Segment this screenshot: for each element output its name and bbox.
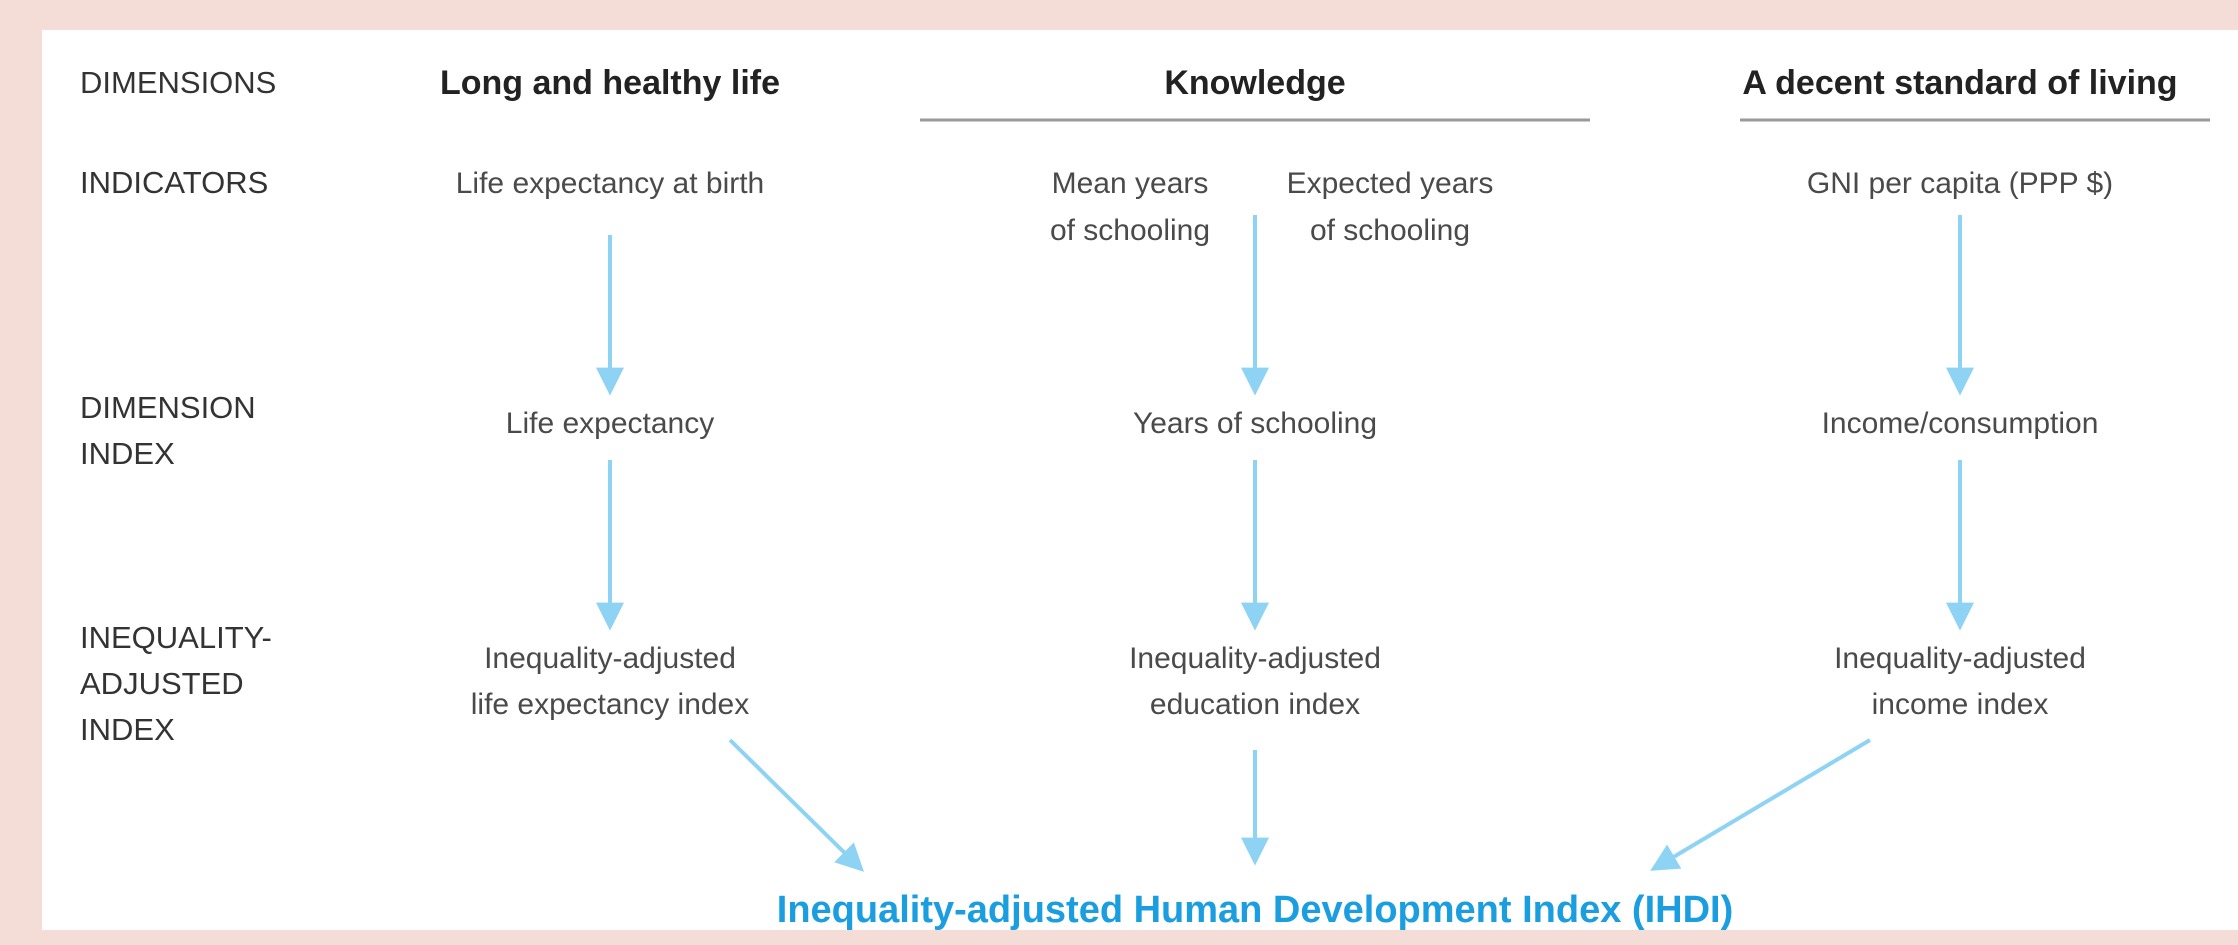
panel bbox=[42, 30, 2238, 930]
indicator: Life expectancy at birth bbox=[456, 167, 765, 200]
adjusted-index: income index bbox=[1872, 688, 2049, 721]
dimension-index: Income/consumption bbox=[1822, 407, 2099, 440]
adjusted-index: Inequality-adjusted bbox=[484, 642, 736, 675]
arrows bbox=[596, 215, 1974, 872]
row-label: INEQUALITY- bbox=[80, 620, 272, 655]
adjusted-index: education index bbox=[1150, 688, 1360, 721]
indicator: Mean years bbox=[1052, 167, 1209, 200]
row-label: ADJUSTED bbox=[80, 666, 244, 701]
indicator: GNI per capita (PPP $) bbox=[1807, 167, 2113, 200]
result-title: Inequality-adjusted Human Development In… bbox=[777, 889, 1733, 931]
row-label: DIMENSIONS bbox=[80, 65, 276, 100]
row-label: INDEX bbox=[80, 712, 175, 747]
column-header: Knowledge bbox=[1164, 64, 1345, 102]
indicator: of schooling bbox=[1310, 214, 1470, 247]
column-header: A decent standard of living bbox=[1742, 64, 2177, 102]
column-header: Long and healthy life bbox=[440, 64, 780, 102]
arrow bbox=[728, 738, 864, 872]
dimension-index: Life expectancy bbox=[506, 407, 714, 440]
arrow bbox=[1650, 738, 1872, 871]
indicator: Expected years bbox=[1287, 167, 1494, 200]
adjusted-index: life expectancy index bbox=[471, 688, 750, 721]
row-label: DIMENSION bbox=[80, 390, 256, 425]
adjusted-index: Inequality-adjusted bbox=[1834, 642, 2086, 675]
adjusted-index: Inequality-adjusted bbox=[1129, 642, 1381, 675]
row-label: INDICATORS bbox=[80, 165, 268, 200]
indicator: of schooling bbox=[1050, 214, 1210, 247]
dimension-index: Years of schooling bbox=[1133, 407, 1377, 440]
row-label: INDEX bbox=[80, 436, 175, 471]
